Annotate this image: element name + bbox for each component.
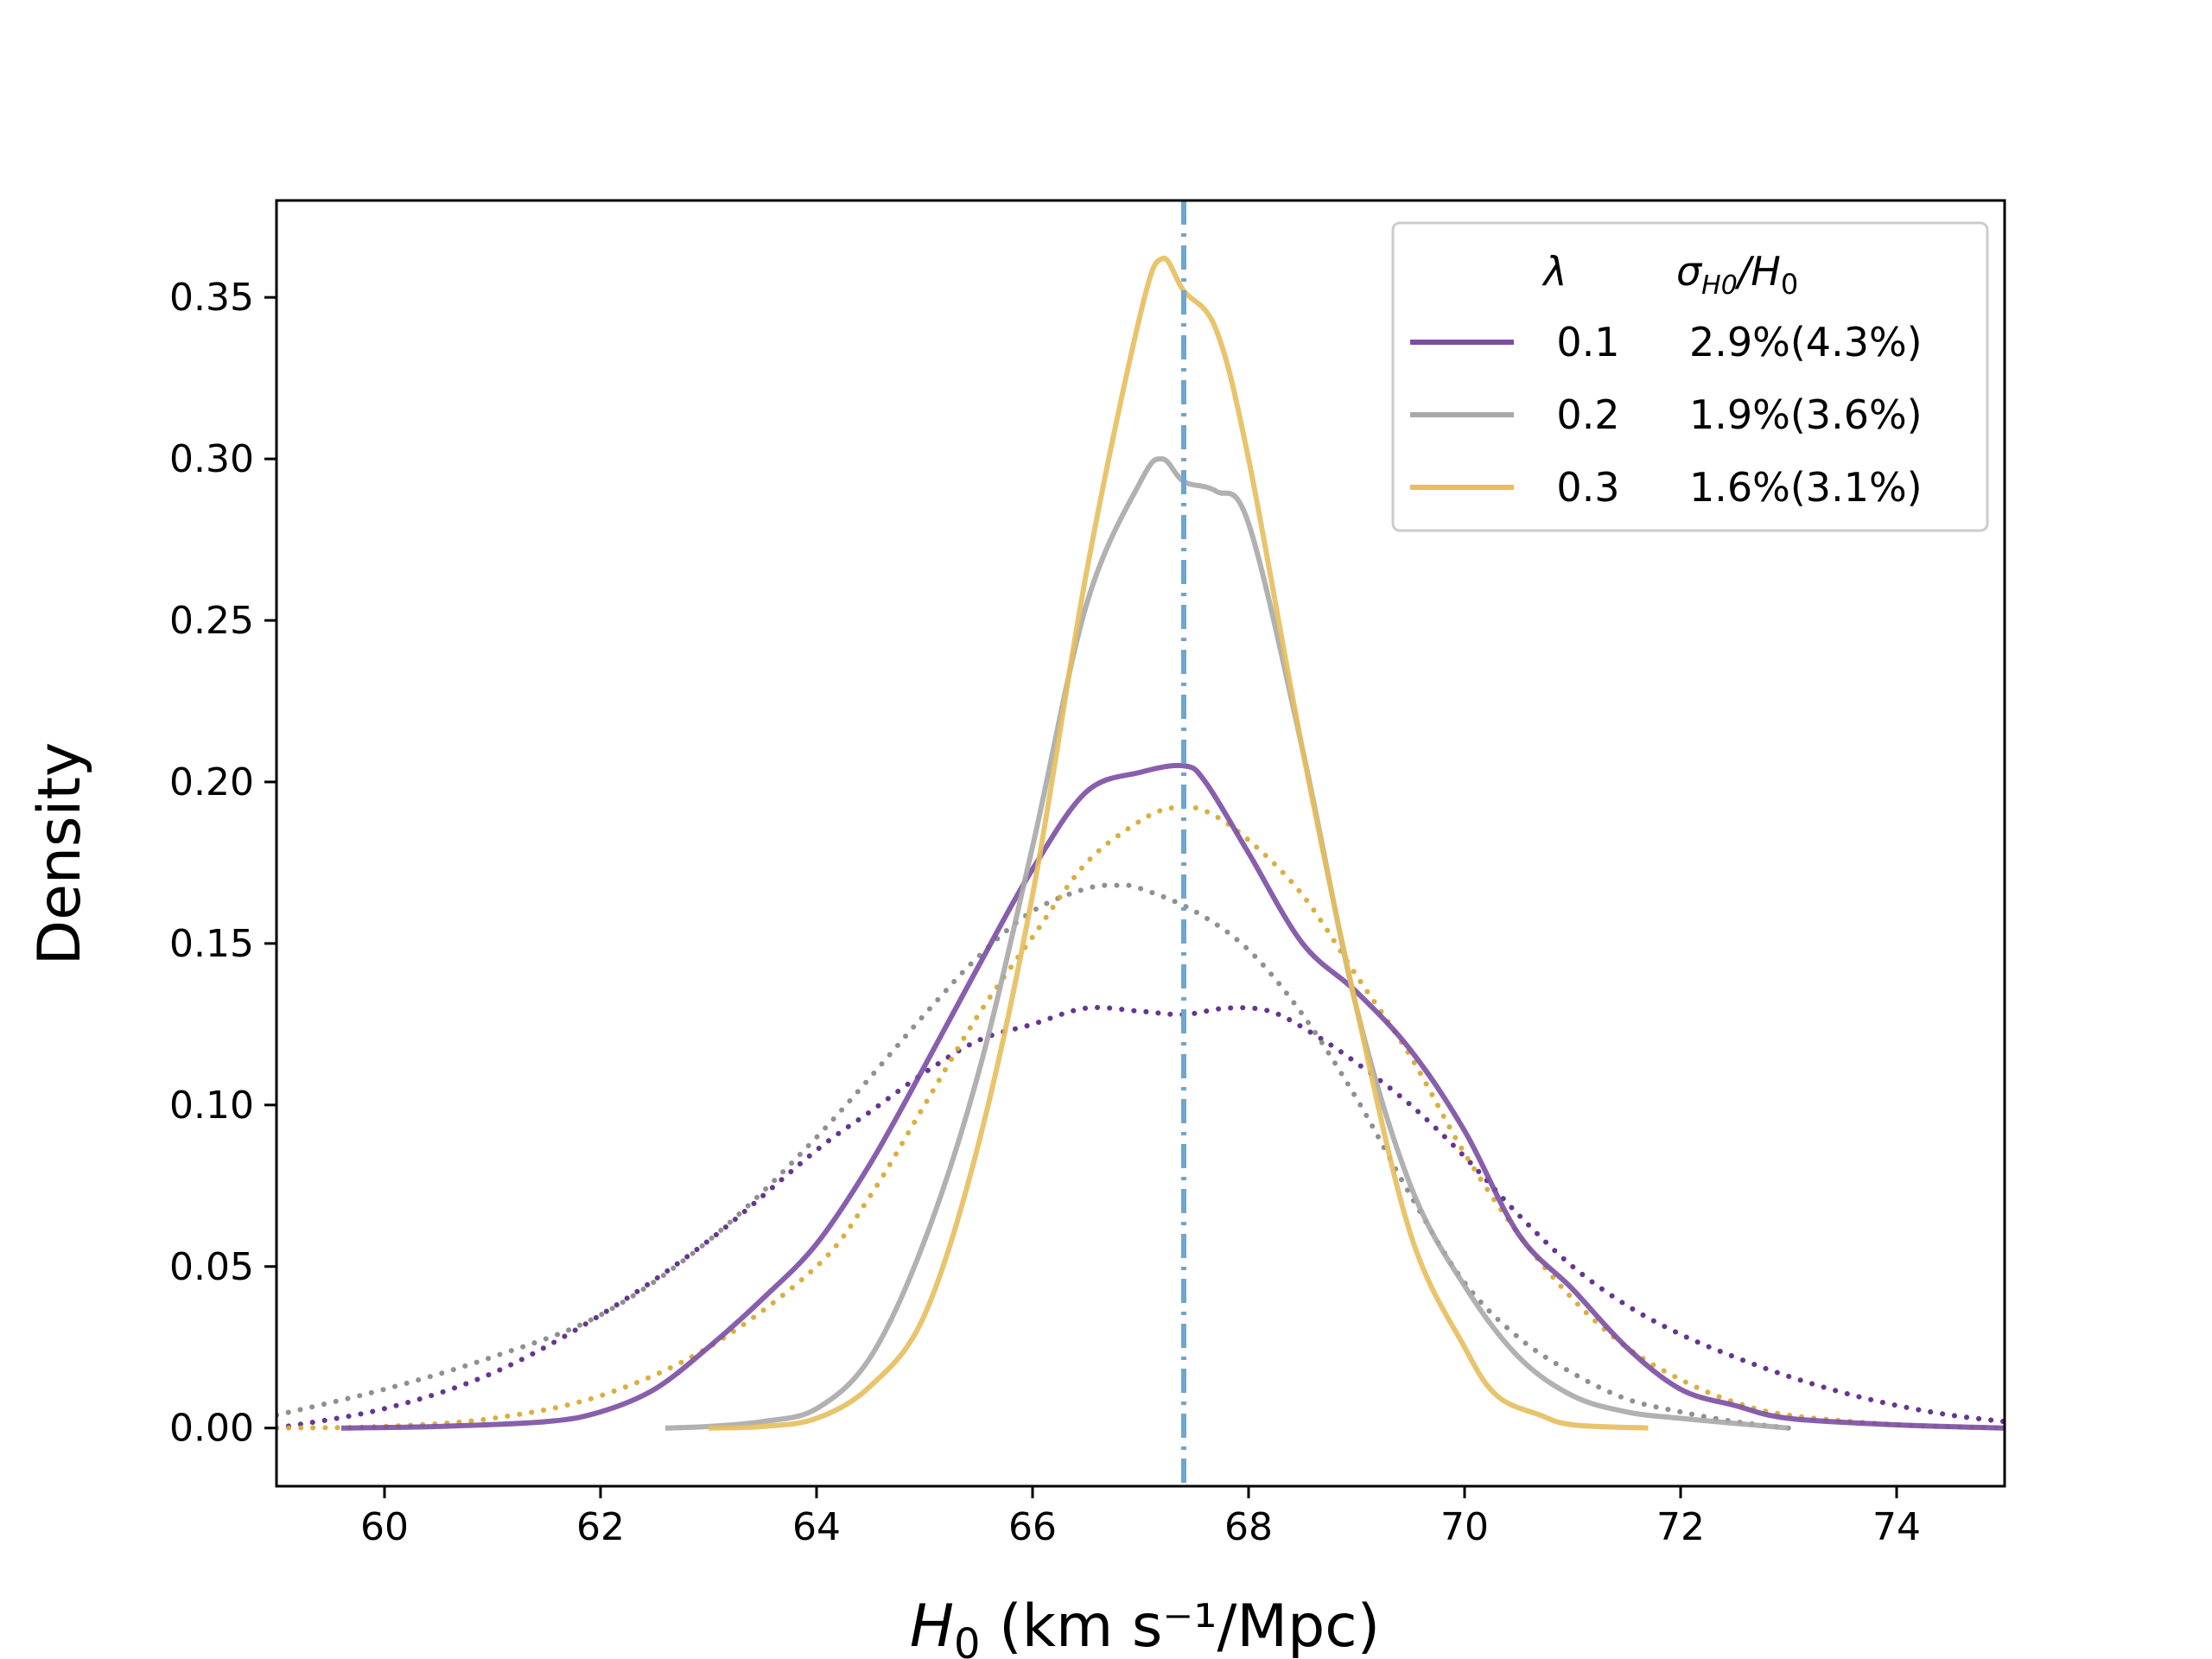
x-label-sub: 0 [954, 1620, 981, 1659]
x-tick-label: 74 [1872, 1505, 1921, 1549]
y-axis-label: Density [26, 742, 94, 966]
y-tick-label: 0.20 [169, 760, 254, 804]
x-tick-label: 62 [576, 1505, 625, 1549]
series-line-1 [340, 762, 2005, 1431]
x-label-rest: (km s⁻¹/Mpc) [981, 1592, 1381, 1659]
y-tick-label: 0.05 [169, 1245, 254, 1289]
series-line-5 [276, 882, 1791, 1431]
x-tick-label: 68 [1224, 1505, 1273, 1549]
y-tick-label: 0.30 [169, 437, 254, 481]
y-tick-label: 0.35 [169, 276, 254, 320]
x-tick-label: 66 [1008, 1505, 1057, 1549]
x-axis-label: H0 (km s⁻¹/Mpc) [910, 1592, 1380, 1659]
legend-lambda-3: 0.3 [1556, 464, 1619, 511]
legend-sigma-slash: /H [1734, 248, 1781, 295]
x-tick-label: 60 [360, 1505, 409, 1549]
y-tick-label: 0.15 [169, 922, 254, 966]
x-tick-label: 72 [1656, 1505, 1705, 1549]
legend-sigma-sub0: 0 [1781, 268, 1798, 301]
series-line-4 [276, 1005, 2005, 1431]
legend-sigma-3: 1.6%(3.1%) [1689, 464, 1923, 511]
x-label-h: H [910, 1592, 954, 1659]
legend-header-sigma: σH0/H0 [1676, 248, 1798, 301]
x-tick-label: 64 [792, 1505, 841, 1549]
y-tick-label: 0.00 [169, 1407, 254, 1451]
legend-sigma-1: 2.9%(4.3%) [1689, 319, 1923, 365]
y-tick-label: 0.10 [169, 1084, 254, 1128]
y-tick-label: 0.25 [169, 599, 254, 643]
legend-sigma-sub: H0 [1701, 270, 1738, 301]
legend: λ σH0/H0 0.1 2.9%(4.3%) 0.2 1.9%(3.6%) 0.3 1.6%… [1391, 221, 1989, 532]
legend-lambda-2: 0.2 [1556, 391, 1619, 438]
axes-layer: 60 62 64 66 68 70 72 740.000.050.100.150.200.25… [169, 199, 2006, 1549]
legend-lambda-1: 0.1 [1556, 319, 1619, 365]
legend-sigma-2: 1.9%(3.6%) [1689, 391, 1923, 438]
x-tick-label: 70 [1440, 1505, 1489, 1549]
legend-header-lambda: λ [1541, 248, 1567, 295]
legend-sigma-symbol: σ [1676, 248, 1703, 295]
axes-frame [275, 199, 2006, 1488]
legend-box [1391, 221, 1989, 532]
